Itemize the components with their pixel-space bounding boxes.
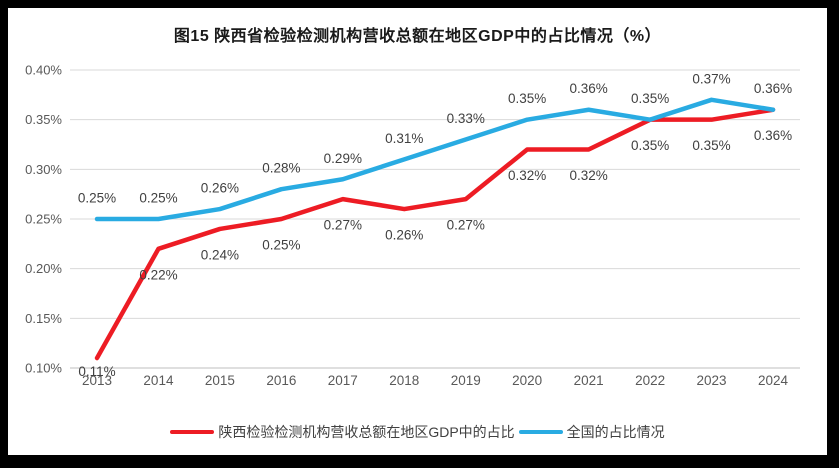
- x-axis-tick-label: 2022: [635, 373, 665, 388]
- y-axis-tick-label: 0.40%: [25, 63, 62, 78]
- chart-card: 图15 陕西省检验检测机构营收总额在地区GDP中的占比情况（%） 0.40% 0.…: [8, 8, 827, 455]
- x-axis-tick-label: 2013: [82, 373, 112, 388]
- legend-item-national: 全国的占比情况: [518, 422, 665, 442]
- legend-line-swatch-shaanxi: [170, 430, 215, 434]
- y-axis-tick-label: 0.10%: [25, 361, 62, 376]
- x-axis-tick-label: 2024: [758, 373, 789, 388]
- x-axis-tick-label: 2021: [574, 373, 604, 388]
- chart-title: 图15 陕西省检验检测机构营收总额在地区GDP中的占比情况（%）: [173, 28, 662, 45]
- x-axis-tick-label: 2016: [266, 373, 296, 388]
- data-label: 0.33%: [447, 111, 485, 126]
- data-label: 0.27%: [324, 218, 362, 233]
- data-label: 0.31%: [385, 131, 423, 146]
- data-label: 0.27%: [447, 218, 485, 233]
- x-axis-tick-label: 2023: [697, 373, 727, 388]
- data-label: 0.26%: [201, 181, 239, 196]
- data-label: 0.11%: [78, 364, 115, 379]
- series-line-shaanxi: [94, 107, 776, 361]
- data-label: 0.35%: [631, 91, 669, 106]
- series-line-national: [94, 97, 776, 222]
- x-axis-tick-label: 2017: [328, 373, 358, 388]
- legend-item-shaanxi: 陕西检验检测机构营收总额在地区GDP中的占比: [170, 422, 515, 442]
- x-axis-tick-label: 2020: [512, 373, 542, 388]
- data-label: 0.36%: [754, 128, 792, 143]
- data-label: 0.28%: [262, 161, 300, 176]
- data-label: 0.22%: [139, 267, 177, 282]
- x-axis-tick-label: 2019: [451, 373, 481, 388]
- data-label: 0.25%: [139, 191, 177, 206]
- y-axis-tick-label: 0.20%: [25, 261, 62, 276]
- data-label: 0.25%: [262, 238, 300, 253]
- data-label: 0.32%: [508, 168, 546, 183]
- data-label: 0.37%: [692, 71, 730, 86]
- legend-label-shaanxi: 陕西检验检测机构营收总额在地区GDP中的占比: [218, 424, 515, 440]
- x-axis-tick-label: 2014: [143, 373, 174, 388]
- y-axis-tick-label: 0.25%: [25, 212, 62, 227]
- data-label: 0.24%: [201, 247, 239, 262]
- x-axis-tick-label: 2015: [205, 373, 235, 388]
- data-label: 0.35%: [508, 91, 546, 106]
- line-chart-plot: 0.40% 0.35% 0.30% 0.25% 0.20% 0.15% 0.10% 2013 2…: [25, 63, 800, 388]
- data-label: 0.36%: [754, 81, 792, 96]
- data-label: 0.29%: [324, 151, 362, 166]
- data-label: 0.35%: [692, 138, 730, 153]
- data-label: 0.25%: [78, 191, 116, 206]
- legend-line-swatch-national: [518, 430, 563, 434]
- data-label: 0.32%: [569, 168, 607, 183]
- y-axis-tick-label: 0.30%: [25, 162, 62, 177]
- data-label: 0.26%: [385, 228, 423, 243]
- y-axis-tick-label: 0.35%: [25, 112, 62, 127]
- y-axis-tick-label: 0.15%: [25, 311, 62, 326]
- data-label: 0.35%: [631, 138, 669, 153]
- legend-label-national: 全国的占比情况: [566, 424, 665, 440]
- data-label: 0.36%: [569, 81, 607, 96]
- x-axis-tick-label: 2018: [389, 373, 419, 388]
- chart-legend: 陕西检验检测机构营收总额在地区GDP中的占比 全国的占比情况: [8, 422, 827, 442]
